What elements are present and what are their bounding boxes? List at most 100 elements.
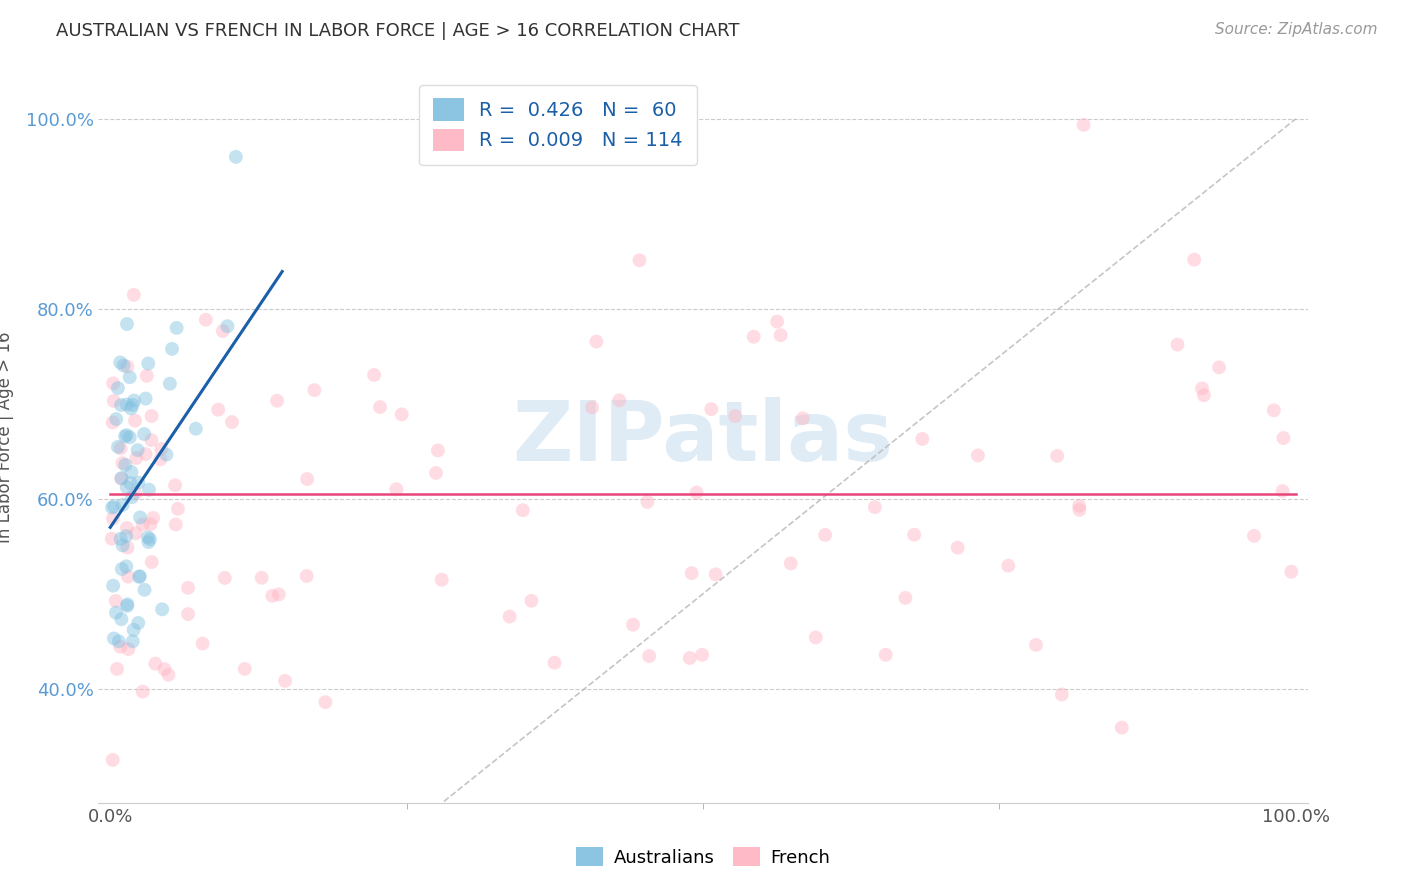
Point [250,571,273,585]
Point [207,402,229,417]
Point [903,527,925,541]
Point [1046,449,1069,463]
Point [297,472,319,486]
Point [267,587,290,601]
Point [685,485,707,500]
Point [1243,529,1265,543]
Point [135,392,157,406]
Point [111,538,134,552]
Point [636,495,658,509]
Point [110,355,132,369]
Point [997,558,1019,573]
Point [135,447,157,461]
Point [120,401,142,416]
Point [136,356,159,370]
Point [136,530,159,544]
Point [166,321,188,335]
Point [184,422,207,436]
Point [512,503,534,517]
Point [1069,499,1091,513]
Point [110,640,132,654]
Point [110,442,132,456]
Text: ZIPatlas: ZIPatlas [513,397,893,477]
Point [212,324,235,338]
Point [779,557,801,571]
Point [115,480,138,494]
Point [134,427,156,442]
Point [115,529,138,543]
Point [114,458,136,472]
Point [121,398,143,412]
Legend: Australians, French: Australians, French [568,840,838,874]
Point [814,528,837,542]
Point [1050,688,1073,702]
Point [105,412,128,426]
Point [221,415,243,429]
Point [1191,382,1213,396]
Point [121,490,143,504]
Point [117,359,139,374]
Point [1166,337,1188,351]
Point [225,150,247,164]
Point [131,517,153,532]
Point [607,393,630,408]
Point [946,541,969,555]
Point [155,448,177,462]
Point [1182,252,1205,267]
Point [966,449,988,463]
Point [122,393,145,408]
Point [150,442,173,456]
Point [863,500,886,515]
Point [368,400,391,414]
Y-axis label: In Labor Force | Age > 16: In Labor Force | Age > 16 [0,331,14,543]
Point [681,566,703,581]
Point [520,594,543,608]
Point [122,623,145,637]
Point [101,500,124,515]
Point [679,651,702,665]
Text: AUSTRALIAN VS FRENCH IN LABOR FORCE | AGE > 16 CORRELATION CHART: AUSTRALIAN VS FRENCH IN LABOR FORCE | AG… [56,22,740,40]
Point [165,478,187,492]
Point [792,411,814,425]
Point [128,570,150,584]
Point [1271,484,1294,499]
Point [129,510,152,524]
Point [543,656,565,670]
Point [107,440,129,454]
Point [159,376,181,391]
Point [139,533,162,547]
Point [157,667,180,681]
Point [1192,388,1215,402]
Point [581,401,603,415]
Point [1208,360,1230,375]
Point [217,319,239,334]
Point [115,428,138,442]
Point [742,329,765,343]
Point [391,408,413,422]
Point [153,662,176,676]
Point [139,517,162,532]
Point [110,612,132,626]
Point [124,486,146,500]
Point [141,409,163,423]
Point [134,582,156,597]
Point [430,573,453,587]
Point [120,465,142,479]
Point [638,648,661,663]
Point [167,501,190,516]
Point [425,466,447,480]
Point [138,535,160,549]
Point [127,615,149,630]
Point [101,416,124,430]
Point [724,409,747,423]
Text: Source: ZipAtlas.com: Source: ZipAtlas.com [1215,22,1378,37]
Point [101,579,124,593]
Point [108,634,131,648]
Point [585,334,607,349]
Point [110,398,132,412]
Point [1279,565,1302,579]
Point [150,602,173,616]
Point [363,368,385,382]
Point [115,397,138,411]
Point [141,555,163,569]
